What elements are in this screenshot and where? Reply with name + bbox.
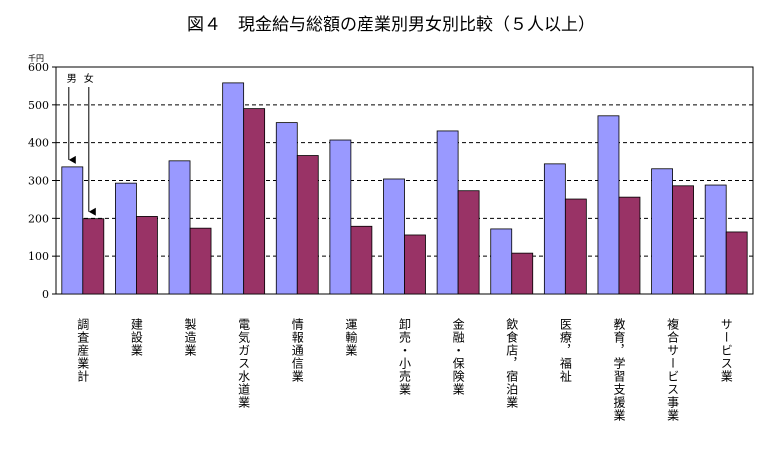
- x-tick-label: 金融・保険業: [451, 317, 465, 396]
- bar-male: [597, 115, 620, 295]
- y-tick-label: 200: [28, 212, 49, 225]
- bar-female: [404, 234, 426, 295]
- bar-male: [275, 122, 298, 295]
- bar-female: [350, 225, 373, 295]
- x-tick-label: サービス業: [719, 318, 733, 383]
- bar-female: [82, 218, 105, 295]
- x-tick-label: 調査産業計: [76, 318, 90, 383]
- bar-female: [243, 108, 266, 295]
- x-tick-label: 医療，福祉: [558, 318, 572, 383]
- x-tick-label: 卸売・小売業: [398, 317, 412, 396]
- y-tick-label: 100: [28, 250, 49, 263]
- bars: [61, 82, 748, 295]
- y-tick-label: 0: [42, 288, 49, 301]
- bar-male: [222, 82, 245, 295]
- y-tick-label: 400: [28, 137, 49, 150]
- bar-male: [436, 130, 459, 295]
- bar-female: [618, 196, 641, 295]
- x-tick-label: 教育，学習支援業: [612, 317, 626, 422]
- bar-female: [189, 227, 212, 295]
- chart-title: 図４ 現金給与総額の産業別男女別比較（５人以上）: [187, 15, 595, 35]
- bar-female: [296, 155, 319, 295]
- x-tick-label: 飲食店，宿泊業: [505, 317, 519, 409]
- bar-male: [329, 139, 352, 295]
- x-tick-label: 運輸業: [344, 318, 358, 357]
- bar-female: [457, 190, 480, 295]
- x-axis: 調査産業計 建設業 製造業 電気ガス水道業 情報通信業 運輸業 卸売・小売業 金融・保険業 飲食…: [76, 317, 733, 422]
- bar-female: [725, 231, 748, 295]
- bar-male: [651, 168, 673, 295]
- y-tick-label: 500: [28, 99, 49, 112]
- y-tick-label: 300: [28, 175, 49, 188]
- x-tick-label: 複合サービス事業: [666, 317, 680, 422]
- bar-male: [383, 178, 405, 295]
- bar-female: [564, 198, 587, 295]
- bar-male: [168, 160, 191, 295]
- y-axis: 0 100 200 300 400 500 600: [28, 61, 56, 301]
- bar-female: [672, 185, 694, 295]
- bar-male: [115, 182, 137, 295]
- legend-label-female: 女: [84, 72, 94, 85]
- legend: 男女: [67, 72, 96, 216]
- y-axis-unit: 千円: [28, 53, 44, 63]
- bar-male: [704, 184, 727, 295]
- x-tick-label: 電気ガス水道業: [237, 318, 251, 409]
- legend-label-male: 男: [67, 73, 77, 85]
- y-tick-label: 600: [28, 61, 49, 74]
- bar-male: [61, 166, 84, 295]
- x-tick-label: 情報通信業: [290, 318, 304, 383]
- bar-male: [490, 228, 513, 295]
- bar-male: [543, 163, 566, 295]
- x-tick-label: 建設業: [129, 318, 143, 357]
- bar-female: [136, 216, 158, 295]
- bar-female: [511, 252, 534, 295]
- x-tick-label: 製造業: [183, 318, 197, 357]
